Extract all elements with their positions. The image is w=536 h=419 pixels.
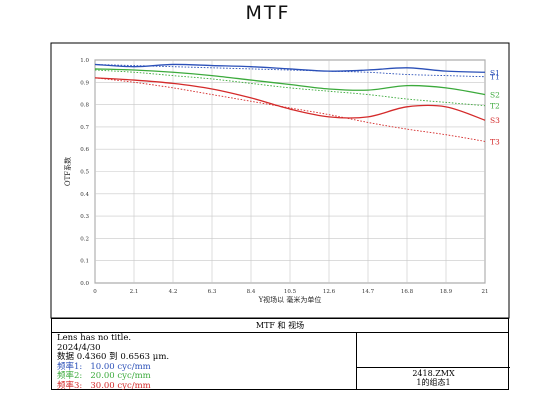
info-divider [357,367,510,368]
config-name: 1的组态1 [416,378,451,387]
series-label-t1: T1 [490,73,500,82]
y-tick-label: 0.5 [80,170,89,176]
y-tick-label: 0.7 [80,125,89,131]
x-tick-label: 21 [482,289,489,295]
x-tick-label: 4.2 [169,289,178,295]
series-line-t3 [94,77,486,142]
y-tick-label: 0.9 [80,80,89,86]
y-axis-label: OTF系数 [63,157,72,186]
x-tick-label: 14.7 [362,289,375,295]
date-text: 2024/4/30 [57,342,101,353]
x-tick-label: 6.3 [208,289,217,295]
series-line-s1 [94,63,486,73]
file-name: 2418.ZMX [412,369,455,378]
x-tick-label: 10.5 [284,289,297,295]
series-label-s1: S1 [490,68,500,77]
x-axis-label: Y视场以 毫米为单位 [258,295,322,304]
y-tick-label: 1.0 [80,58,89,64]
y-tick-label: 0.3 [80,214,89,220]
chart-frame [50,42,510,319]
y-tick-label: 0.8 [80,103,89,109]
chart-title: MTF [245,2,291,24]
x-tick-label: 2.1 [130,289,139,295]
x-tick-label: 0 [93,289,97,295]
y-tick-label: 0.1 [80,259,89,265]
x-tick-label: 8.4 [247,289,256,295]
series-label-t3: T3 [490,137,500,146]
freq-1: 频率1: 10.00 cyc/mm [57,361,151,372]
grid [94,59,486,284]
y-tick-label: 0.2 [80,236,89,242]
series-line-t2 [94,69,486,107]
series-label-s3: S3 [490,116,500,125]
freq-2: 频率2: 20.00 cyc/mm [57,371,151,382]
series-line-s3 [94,77,486,121]
lens-title: Lens has no title. [57,333,132,343]
x-tick-label: 16.8 [401,289,414,295]
series-label-s2: S2 [490,91,500,100]
info-left: Lens has no title. 2024/4/30 数据 0.4360 到… [57,333,170,392]
info-header: MTF 和 视场 [52,319,508,333]
series-layer [94,63,486,142]
series-label-t2: T2 [490,102,500,111]
data-range-text: 数据 0.4360 到 0.6563 μm. [57,352,170,363]
y-tick-label: 0.0 [80,281,89,287]
series-line-s2 [94,68,486,96]
y-tick-label: 0.4 [80,192,89,198]
info-right: 2418.ZMX 1的组态1 [356,333,510,390]
series-line-t1 [94,64,486,78]
x-tick-label: 12.6 [323,289,336,295]
label-layer: 0 2.1 4.2 6.3 8.4 10.5 12.6 14.7 16.8 18.9 21 0.0 0.… [63,58,500,304]
info-panel: MTF 和 视场 Lens has no title. 2024/4/30 数据… [51,318,510,392]
x-tick-label: 18.9 [440,289,453,295]
freq-3: 频率3: 30.00 cyc/mm [57,380,151,391]
y-tick-label: 0.6 [80,147,89,153]
